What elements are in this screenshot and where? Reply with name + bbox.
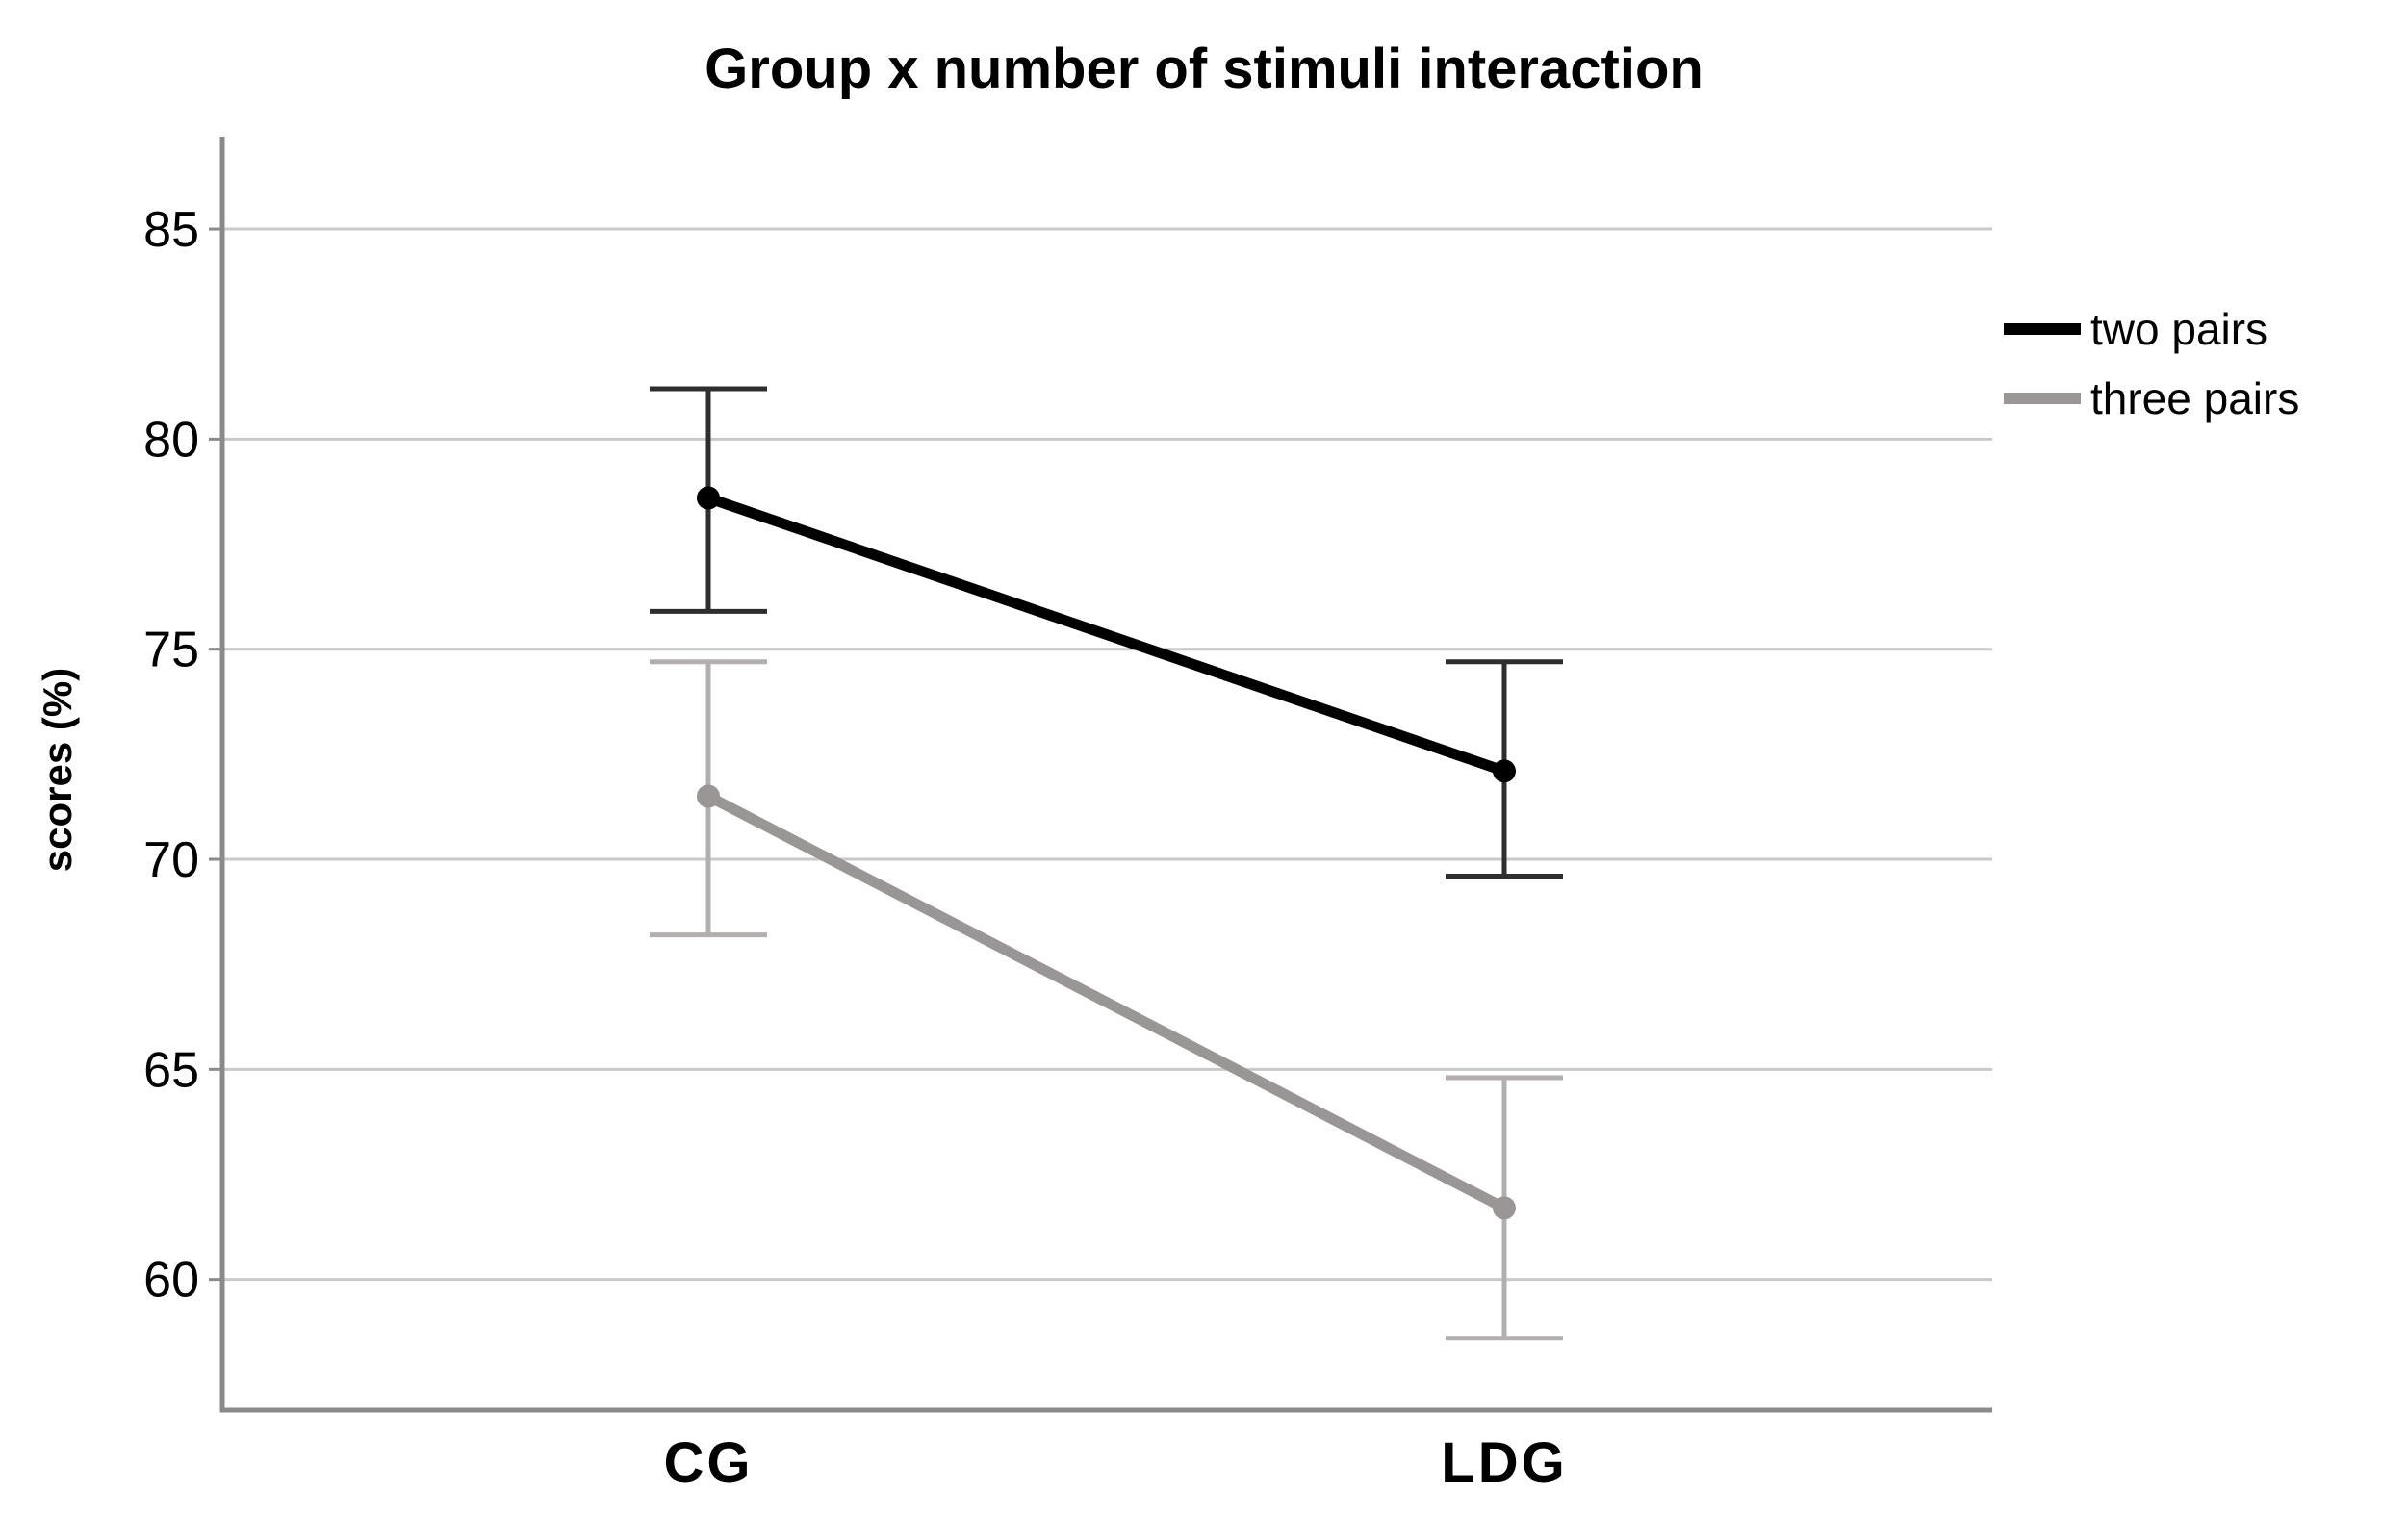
- data-point-1-LDG: [1492, 1196, 1516, 1220]
- series-line-0: [706, 493, 1506, 777]
- x-category-label-CG: CG: [663, 1432, 753, 1494]
- y-tick-label-80: 80: [143, 412, 199, 468]
- y-tick-label-75: 75: [143, 623, 199, 678]
- y-tick-label-70: 70: [143, 832, 199, 888]
- y-tick-label-65: 65: [143, 1042, 199, 1098]
- data-point-0-CG: [696, 486, 720, 510]
- legend: two pairs three pairs: [2004, 305, 2299, 444]
- y-tick-label-85: 85: [143, 202, 199, 258]
- data-point-0-LDG: [1492, 759, 1516, 783]
- legend-label-two-pairs: two pairs: [2090, 304, 2268, 354]
- series-line-1: [705, 791, 1507, 1213]
- y-tick-label-60: 60: [143, 1253, 199, 1309]
- legend-item-two-pairs: two pairs: [2004, 305, 2299, 353]
- legend-swatch-two-pairs: [2004, 323, 2081, 335]
- x-category-label-LDG: LDG: [1441, 1432, 1567, 1494]
- legend-item-three-pairs: three pairs: [2004, 374, 2299, 422]
- legend-swatch-three-pairs: [2004, 393, 2081, 404]
- legend-label-three-pairs: three pairs: [2090, 373, 2300, 423]
- data-point-1-CG: [696, 784, 720, 808]
- chart-title: Group x number of stimuli interaction: [704, 38, 1704, 100]
